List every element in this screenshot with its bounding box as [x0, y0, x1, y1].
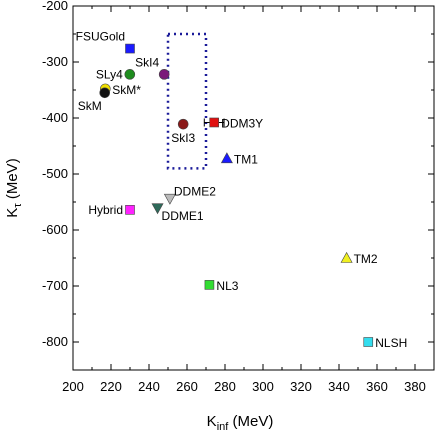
x-tick-label: 260 [176, 379, 198, 394]
ski4-point [158, 69, 170, 80]
x-axis-title-subscript: inf [217, 421, 230, 433]
ski3-label: SkI3 [171, 131, 195, 145]
tm1-label: TM1 [234, 152, 258, 166]
y-tick-label: -700 [42, 278, 68, 293]
tm2-label: TM2 [354, 252, 378, 266]
skm-point [99, 87, 111, 99]
nl3-point [204, 280, 215, 290]
x-axis-title-unit: (MeV) [228, 413, 273, 430]
y-tick-label: -800 [42, 334, 68, 349]
y-tick-label: -200 [42, 0, 68, 13]
fsugold-point [125, 43, 135, 54]
ski4-label: SkI4 [135, 55, 159, 69]
ddme2-point [163, 193, 176, 205]
x-tick-label: 340 [328, 379, 350, 394]
tm1-point [220, 152, 233, 164]
ddme1-label: DDME1 [162, 209, 204, 223]
x-tick-label: 380 [404, 379, 426, 394]
sly4-point [124, 69, 136, 80]
x-axis-title-main: K [207, 413, 217, 430]
y-axis-title-unit: (MeV) [4, 158, 21, 203]
hybrid-point [125, 205, 135, 215]
ddme2-label: DDME2 [174, 185, 216, 199]
nlsh-point [363, 337, 374, 347]
axis-ticks: 200 220 240 260 280 300 320 340 360 380 -200 -300 -4… [42, 0, 435, 394]
y-axis-title-main: K [4, 208, 21, 218]
point-labels: FSUGold SLy4 SkI4 SkM* SkM SkI3 DDM3Y TM1 DDME2 D… [76, 30, 408, 350]
y-tick-label: -600 [42, 222, 68, 237]
sly4-label: SLy4 [96, 67, 123, 81]
constraint-box [166, 32, 208, 170]
x-tick-label: 360 [366, 379, 388, 394]
x-tick-label: 320 [290, 379, 312, 394]
x-tick-label: 280 [214, 379, 236, 394]
ddm3y-point [209, 117, 219, 128]
plot-frame [72, 5, 435, 371]
y-tick-label: -400 [42, 110, 68, 125]
tm2-point [340, 251, 353, 263]
y-tick-label: -500 [42, 166, 68, 181]
x-tick-label: 300 [252, 379, 274, 394]
fsugold-label: FSUGold [76, 30, 125, 44]
nl3-label: NL3 [216, 279, 238, 293]
y-tick-label: -300 [42, 54, 68, 69]
data-points [99, 43, 374, 347]
ski3-point [177, 118, 189, 130]
x-tick-label: 200 [62, 379, 84, 394]
ddme1-point [151, 203, 164, 215]
y-axis-title-subscript: τ [12, 203, 24, 208]
x-tick-label: 240 [138, 379, 160, 394]
ddm3y-label: DDM3Y [221, 116, 263, 130]
x-axis-title: Kinf (MeV) [207, 413, 274, 433]
x-tick-label: 220 [100, 379, 122, 394]
constraint-box-layer [166, 32, 208, 170]
hybrid-label: Hybrid [88, 203, 123, 217]
y-axis-title: Kτ (MeV) [4, 158, 24, 217]
skm-label: SkM [78, 99, 102, 113]
nlsh-label: NLSH [375, 336, 407, 350]
skm-star-label: SkM* [112, 83, 141, 97]
